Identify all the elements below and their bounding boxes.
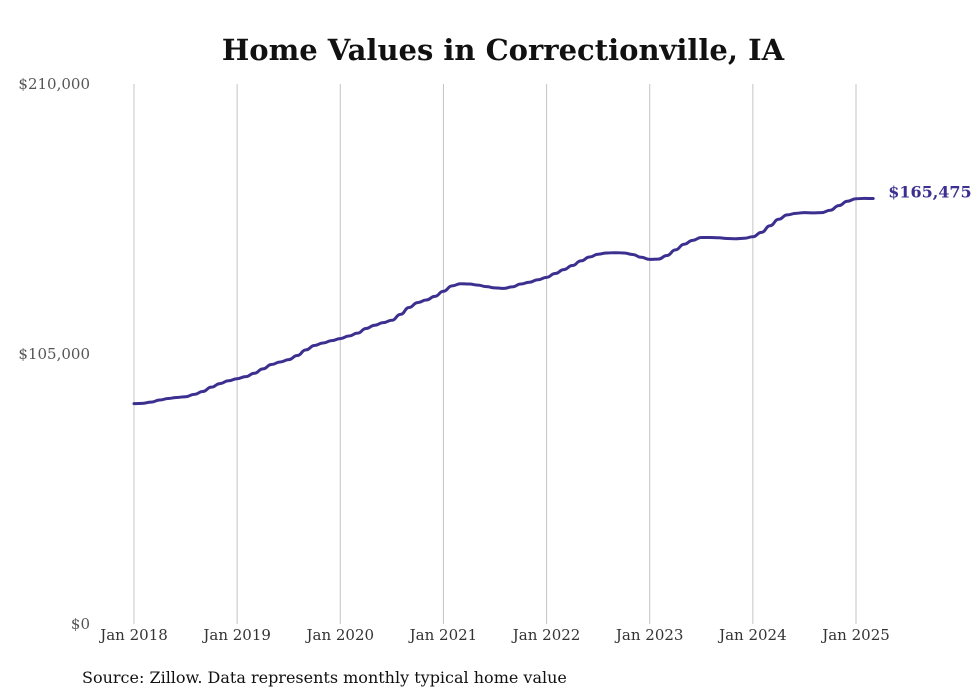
x-tick-label: Jan 2018 bbox=[98, 626, 168, 644]
series-layer: $165,475 bbox=[132, 182, 972, 406]
x-tick-label: Jan 2025 bbox=[820, 626, 890, 644]
x-tick-label: Jan 2023 bbox=[614, 626, 684, 644]
x-tick-label: Jan 2024 bbox=[717, 626, 787, 644]
chart-title: Home Values in Correctionville, IA bbox=[222, 33, 785, 67]
x-tick-label: Jan 2022 bbox=[511, 626, 581, 644]
x-axis-ticks: Jan 2018 Jan 2019 Jan 2020 Jan 2021 Jan 2022… bbox=[98, 626, 890, 644]
y-tick-label: $105,000 bbox=[18, 345, 90, 363]
y-tick-label: $0 bbox=[71, 615, 90, 633]
x-tick-label: Jan 2020 bbox=[305, 626, 375, 644]
gridlines bbox=[133, 84, 857, 624]
x-tick-label: Jan 2019 bbox=[201, 626, 271, 644]
series-line bbox=[132, 196, 875, 406]
y-axis-ticks: $0 $105,000 $210,000 bbox=[18, 75, 90, 633]
end-value-label: $165,475 bbox=[888, 182, 972, 201]
x-tick-label: Jan 2021 bbox=[408, 626, 478, 644]
y-tick-label: $210,000 bbox=[18, 75, 90, 93]
source-note: Source: Zillow. Data represents monthly … bbox=[82, 668, 567, 687]
